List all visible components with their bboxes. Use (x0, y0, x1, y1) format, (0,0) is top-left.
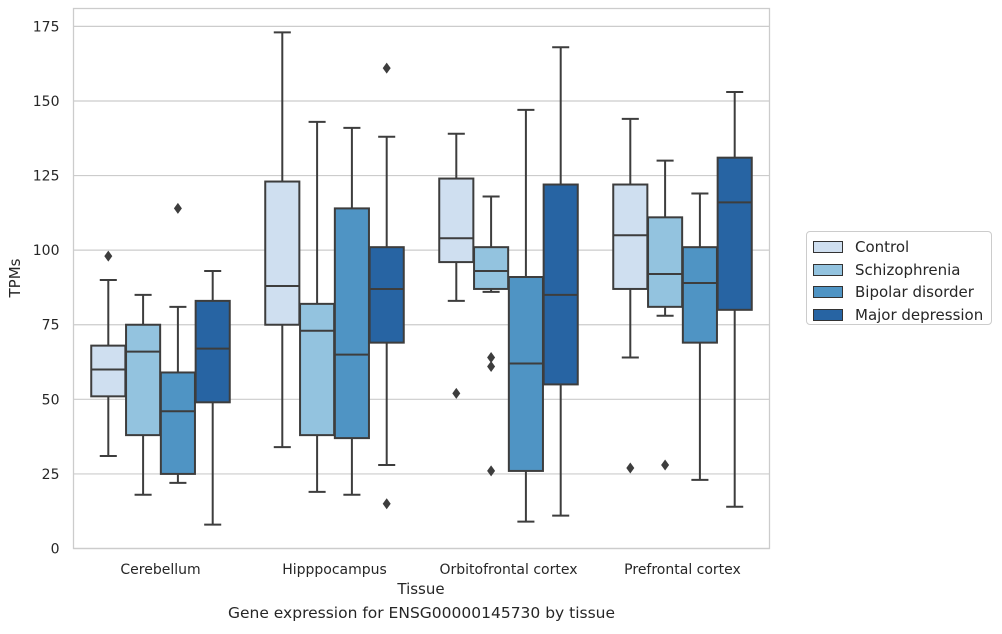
iqr-box (507, 276, 544, 472)
legend: Control Schizophrenia Bipolar disorder Majo… (806, 231, 992, 325)
chart-svg: 0 25 50 75 100 125 150 175 Cerebellum Hipppocamp… (6, 7, 771, 598)
x-tick-label: Cerebellum (120, 562, 200, 578)
legend-item: Bipolar disorder (813, 281, 991, 304)
legend-label: Schizophrenia (855, 260, 961, 279)
outlier-point (382, 62, 391, 74)
legend-item: Schizophrenia (813, 259, 991, 282)
y-tick-label: 100 (33, 243, 60, 259)
outlier-point (487, 465, 496, 477)
y-tick-label: 175 (33, 19, 60, 35)
box-major-depression (368, 62, 405, 510)
y-tick-label: 0 (51, 542, 60, 558)
box-control (90, 250, 127, 458)
x-tick-label: Hipppocampus (282, 562, 387, 578)
x-tick-label: Prefrontal cortex (624, 562, 741, 578)
box-control (264, 31, 301, 449)
y-tick-label: 25 (42, 467, 60, 483)
x-tick-label: Orbitofrontal cortex (440, 562, 578, 578)
iqr-box (368, 246, 405, 344)
legend-label: Major depression (855, 305, 984, 324)
y-tick-label: 50 (42, 392, 60, 408)
box-control (612, 117, 649, 474)
legend-item: Major depression (813, 304, 991, 327)
y-axis-label: TPMs (6, 258, 24, 298)
iqr-box (681, 246, 718, 344)
legend-label: Control (855, 238, 910, 257)
box-bipolar-disorder (159, 202, 196, 484)
y-tick-label: 125 (33, 169, 60, 185)
iqr-box (612, 183, 649, 290)
legend-swatch (813, 263, 843, 276)
iqr-box (159, 371, 196, 475)
iqr-box (716, 156, 753, 311)
box-bipolar-disorder (507, 108, 544, 523)
box-bipolar-disorder (681, 192, 718, 481)
y-tick-label: 75 (42, 318, 60, 334)
box-schizophrenia (299, 120, 336, 493)
iqr-box (299, 302, 336, 437)
x-axis-label: Tissue (396, 580, 444, 598)
x-tick-labels: Cerebellum Hipppocampus Orbitofrontal cort… (120, 562, 740, 578)
box-control (438, 132, 475, 399)
iqr-box (264, 180, 301, 326)
iqr-box (647, 216, 684, 308)
box-major-depression (716, 91, 753, 508)
outlier-point (487, 361, 496, 373)
iqr-box (473, 246, 510, 290)
outlier-point (173, 202, 182, 214)
outlier-point (382, 498, 391, 510)
legend-item: Control (813, 236, 991, 259)
iqr-box (333, 207, 370, 440)
y-tick-labels: 0 25 50 75 100 125 150 175 (33, 19, 60, 557)
iqr-box (438, 177, 475, 264)
iqr-box (125, 323, 162, 437)
chart-caption: Gene expression for ENSG00000145730 by t… (227, 604, 616, 622)
outlier-point (487, 352, 496, 364)
plot-frame (72, 7, 771, 550)
outlier-point (661, 459, 670, 471)
iqr-box (90, 344, 127, 398)
iqr-box (194, 299, 231, 404)
outlier-point (104, 250, 113, 262)
outlier-point (626, 462, 635, 474)
box-bipolar-disorder (333, 126, 370, 496)
legend-label: Bipolar disorder (855, 283, 974, 302)
box-schizophrenia (647, 159, 684, 471)
box-plots (90, 31, 753, 526)
legend-swatch (813, 308, 843, 321)
box-major-depression (542, 46, 579, 517)
iqr-box (542, 183, 579, 386)
box-major-depression (194, 270, 231, 526)
box-schizophrenia (473, 195, 510, 477)
outlier-point (452, 387, 461, 399)
legend-swatch (813, 286, 843, 299)
legend-swatch (813, 241, 843, 254)
box-schizophrenia (125, 293, 162, 496)
y-tick-label: 150 (33, 94, 60, 110)
